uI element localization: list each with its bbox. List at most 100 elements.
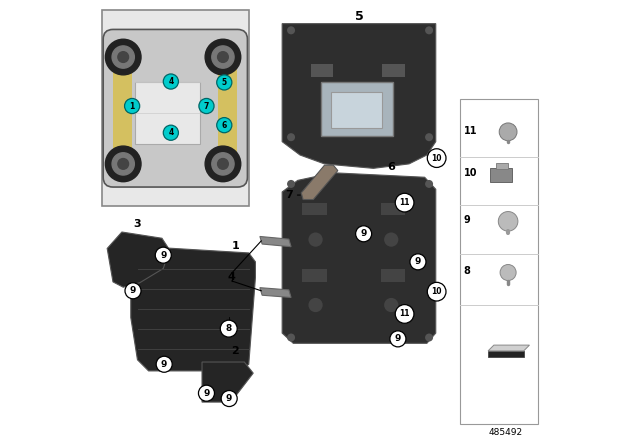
Circle shape: [425, 26, 433, 34]
Text: 4: 4: [168, 77, 173, 86]
Text: 9: 9: [415, 257, 421, 267]
FancyBboxPatch shape: [102, 10, 249, 206]
Bar: [496, 163, 508, 169]
Bar: [311, 64, 333, 77]
Bar: [218, 64, 237, 153]
Text: 9: 9: [160, 251, 166, 260]
Bar: [135, 82, 200, 144]
Text: 10: 10: [464, 168, 477, 178]
Bar: [331, 92, 382, 128]
Circle shape: [221, 391, 237, 406]
Text: 11: 11: [464, 125, 477, 135]
Circle shape: [217, 75, 232, 90]
Text: 8: 8: [226, 324, 232, 333]
Circle shape: [106, 146, 141, 182]
Text: 9: 9: [464, 215, 470, 224]
Circle shape: [112, 153, 134, 175]
Text: 10: 10: [431, 154, 442, 163]
Polygon shape: [260, 288, 291, 297]
Circle shape: [396, 193, 414, 212]
Circle shape: [156, 247, 172, 263]
Text: 9: 9: [395, 334, 401, 343]
Bar: [113, 64, 132, 153]
Polygon shape: [301, 165, 338, 199]
Circle shape: [428, 282, 446, 301]
Circle shape: [218, 52, 228, 62]
Circle shape: [287, 180, 295, 188]
Circle shape: [287, 333, 295, 341]
Circle shape: [287, 133, 295, 141]
Text: 7: 7: [285, 190, 293, 200]
Circle shape: [287, 26, 295, 34]
FancyBboxPatch shape: [103, 30, 248, 187]
Circle shape: [410, 254, 426, 270]
Text: 5: 5: [355, 9, 364, 22]
Text: 1: 1: [129, 102, 135, 111]
Text: 4: 4: [168, 128, 173, 137]
Circle shape: [118, 52, 129, 62]
Bar: [302, 202, 326, 215]
Circle shape: [125, 99, 140, 114]
Text: 10: 10: [431, 287, 442, 296]
Polygon shape: [131, 246, 255, 371]
Circle shape: [425, 180, 433, 188]
Circle shape: [212, 46, 234, 68]
Circle shape: [384, 233, 398, 247]
Polygon shape: [202, 362, 253, 402]
Text: 9: 9: [226, 394, 232, 403]
Bar: [381, 202, 405, 215]
Text: 5: 5: [221, 78, 227, 87]
Bar: [382, 64, 404, 77]
Circle shape: [220, 320, 237, 337]
Text: 4: 4: [228, 272, 236, 282]
Text: 3: 3: [134, 219, 141, 229]
Circle shape: [384, 298, 398, 312]
Circle shape: [163, 74, 179, 89]
Polygon shape: [282, 24, 436, 168]
Circle shape: [199, 99, 214, 114]
Circle shape: [163, 125, 179, 140]
Circle shape: [212, 153, 234, 175]
FancyBboxPatch shape: [460, 99, 538, 424]
Circle shape: [428, 149, 446, 168]
Circle shape: [499, 123, 517, 141]
Circle shape: [156, 356, 172, 372]
FancyBboxPatch shape: [321, 82, 392, 136]
Circle shape: [308, 233, 323, 247]
Polygon shape: [488, 345, 529, 351]
Polygon shape: [260, 237, 291, 247]
Circle shape: [390, 331, 406, 347]
Circle shape: [205, 39, 241, 75]
Circle shape: [396, 305, 414, 323]
Circle shape: [425, 133, 433, 141]
Circle shape: [218, 159, 228, 169]
Circle shape: [118, 159, 129, 169]
Text: 9: 9: [130, 286, 136, 295]
Bar: [490, 168, 511, 182]
Text: 1: 1: [232, 241, 239, 251]
Text: 6: 6: [221, 121, 227, 129]
Circle shape: [499, 211, 518, 231]
Circle shape: [308, 298, 323, 312]
Circle shape: [112, 46, 134, 68]
Circle shape: [217, 117, 232, 133]
Circle shape: [125, 283, 141, 299]
Text: 8: 8: [464, 266, 470, 276]
Circle shape: [205, 146, 241, 182]
Text: 2: 2: [232, 346, 239, 356]
Text: 6: 6: [387, 162, 395, 172]
Circle shape: [425, 333, 433, 341]
Circle shape: [500, 264, 516, 280]
Text: 11: 11: [399, 198, 410, 207]
Circle shape: [356, 226, 372, 242]
Text: 485492: 485492: [489, 428, 523, 437]
Polygon shape: [107, 232, 170, 287]
Bar: [302, 269, 326, 282]
Text: 9: 9: [204, 389, 210, 398]
Bar: [381, 269, 405, 282]
Circle shape: [198, 385, 214, 401]
Text: 11: 11: [399, 310, 410, 319]
Polygon shape: [282, 173, 436, 343]
Circle shape: [106, 39, 141, 75]
Text: 9: 9: [161, 360, 167, 369]
